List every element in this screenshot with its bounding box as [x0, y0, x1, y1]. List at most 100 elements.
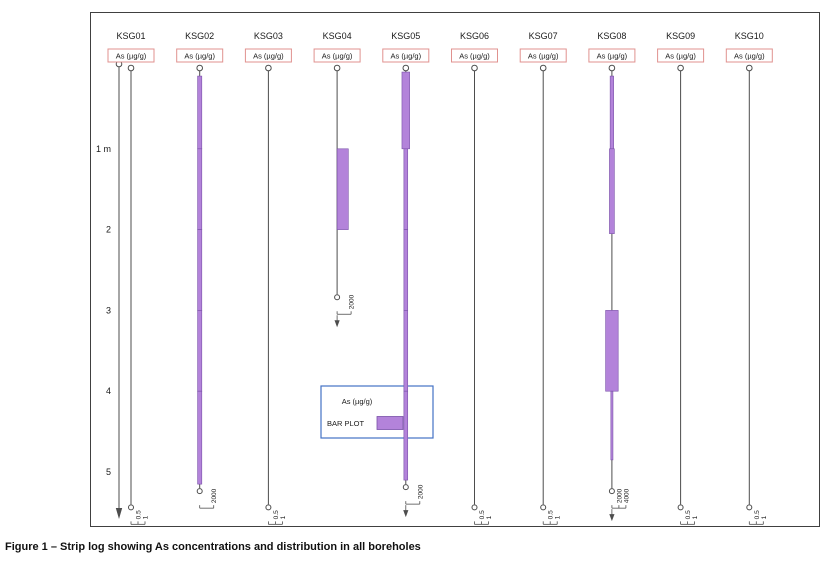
- parameter-box: [382, 48, 430, 63]
- borehole-ksg09: KSG09 As (µg/g) 0.5 1: [657, 31, 705, 525]
- as-bar-segment: [610, 390, 614, 461]
- borehole-top-circle: [608, 64, 616, 72]
- borehole-ksg05: KSG05 As (µg/g) 2000: [382, 31, 430, 518]
- parameter-box: [588, 48, 636, 63]
- as-bar-segment: [336, 148, 349, 230]
- borehole-bottom-circle: [471, 504, 478, 511]
- parameter-label: As (µg/g): [734, 52, 765, 61]
- bottom-scale-label: 1: [486, 515, 493, 519]
- depth-tick-label: 2: [106, 225, 111, 235]
- legend-bar-swatch: [376, 416, 404, 430]
- bottom-scale-label: 0.5: [479, 510, 486, 519]
- borehole-top-circle: [333, 64, 341, 72]
- bottom-scale-label: 4000: [623, 488, 630, 503]
- as-bar-segment: [197, 229, 203, 311]
- borehole-bottom-circle: [540, 504, 547, 511]
- depth-tick-label: 3: [106, 305, 111, 315]
- parameter-label: As (µg/g): [184, 52, 215, 61]
- as-bar-segment: [403, 310, 409, 392]
- borehole-ksg04: KSG04 As (µg/g) 2000: [313, 31, 361, 328]
- bottom-scale-label: 1: [143, 515, 150, 519]
- bottom-scale-label: 0.5: [273, 510, 280, 519]
- borehole-top-circle: [196, 64, 203, 72]
- as-bar-segment: [197, 75, 203, 150]
- parameter-label: As (µg/g): [597, 52, 628, 61]
- depth-tick-label: 5: [106, 467, 111, 477]
- parameter-label: As (µg/g): [391, 52, 422, 61]
- borehole-bottom-circle: [265, 504, 272, 511]
- borehole-ksg08: KSG08 As (µg/g) 2000 4000: [588, 31, 636, 522]
- as-bar-segment: [403, 390, 409, 481]
- borehole-title: KSG04: [323, 31, 352, 41]
- legend-background: [320, 385, 434, 439]
- bottom-scale-label: 0.5: [754, 510, 761, 519]
- parameter-box: [107, 48, 155, 63]
- borehole-bottom-circle: [608, 488, 615, 495]
- borehole-top-circle: [265, 64, 272, 72]
- depth-axis: 1 m 2 3 4 5: [96, 60, 123, 519]
- bottom-scale-label: 1: [692, 515, 699, 519]
- as-bar-segment: [605, 310, 619, 392]
- as-bar-segment: [197, 148, 203, 230]
- bottom-arrow-icon: [609, 514, 615, 522]
- depth-axis-arrow-icon: [115, 508, 123, 519]
- parameter-label: As (µg/g): [459, 52, 490, 61]
- depth-tick-label: 1 m: [96, 144, 111, 154]
- borehole-top-circle: [539, 64, 547, 72]
- parameter-label: As (µg/g): [116, 52, 147, 61]
- bottom-scale-label: 2000: [211, 488, 218, 503]
- borehole-title: KSG01: [116, 31, 145, 41]
- parameter-box: [519, 48, 567, 63]
- borehole-title: KSG06: [460, 31, 489, 41]
- parameter-label: As (µg/g): [528, 52, 559, 61]
- borehole-title: KSG02: [185, 31, 214, 41]
- legend: As (µg/g) BAR PLOT: [327, 397, 404, 430]
- bottom-scale-label: 1: [761, 515, 768, 519]
- legend-box: [320, 385, 434, 439]
- borehole-bottom-circle: [746, 504, 753, 511]
- parameter-label: As (µg/g): [322, 52, 353, 61]
- borehole-top-circle: [127, 64, 135, 72]
- borehole-title: KSG05: [391, 31, 420, 41]
- borehole-top-circle: [402, 64, 410, 72]
- as-bar-segment: [197, 310, 203, 392]
- figure-caption: Figure 1 – Strip log showing As concentr…: [5, 541, 421, 553]
- parameter-box: [176, 48, 224, 63]
- parameter-label: As (µg/g): [253, 52, 284, 61]
- borehole-ksg07: KSG07 As (µg/g) 0.5 1: [519, 31, 567, 525]
- as-bar-segment: [403, 229, 409, 311]
- bottom-scale-label: 2000: [417, 484, 424, 499]
- parameter-label: As (µg/g): [665, 52, 696, 61]
- bottom-scale-label: 2000: [616, 488, 623, 503]
- strip-log-figure: 1 m 2 3 4 5 KSG01 As (µg/g) 0.5 1 KSG02 As (µg/g) 2…: [90, 12, 820, 527]
- bottom-arrow-icon: [403, 510, 409, 518]
- bottom-arrow-icon: [334, 320, 340, 328]
- borehole-title: KSG07: [529, 31, 558, 41]
- as-bar-segment: [401, 71, 410, 150]
- borehole-ksg03: KSG03 As (µg/g) 0.5 1: [244, 31, 292, 525]
- parameter-box: [451, 48, 498, 63]
- borehole-top-circle: [746, 64, 753, 72]
- borehole-title: KSG10: [735, 31, 764, 41]
- borehole-ksg02: KSG02 As (µg/g) 2000: [176, 31, 224, 509]
- bottom-scale-label: 0.5: [685, 510, 692, 519]
- bottom-scale-label: 1: [555, 515, 562, 519]
- legend-title: As (µg/g): [342, 397, 373, 406]
- depth-tick-label: 4: [106, 386, 111, 396]
- borehole-ksg06: KSG06 As (µg/g) 0.5 1: [451, 31, 498, 525]
- parameter-box: [244, 48, 292, 63]
- borehole-bottom-circle: [334, 294, 341, 301]
- bottom-scale-label: 2000: [349, 294, 356, 309]
- borehole-title: KSG03: [254, 31, 283, 41]
- borehole-bottom-circle: [196, 488, 203, 495]
- bottom-scale-label: 0.5: [548, 510, 555, 519]
- as-bar-segment: [609, 75, 614, 150]
- borehole-ksg10: KSG10 As (µg/g) 0.5 1: [725, 31, 773, 525]
- as-bar-segment: [609, 148, 615, 234]
- bottom-scale-label: 0.5: [136, 510, 143, 519]
- borehole-bottom-circle: [128, 504, 134, 511]
- borehole-title: KSG09: [666, 31, 695, 41]
- legend-item-label: BAR PLOT: [327, 419, 365, 428]
- borehole-top-circle: [677, 64, 684, 72]
